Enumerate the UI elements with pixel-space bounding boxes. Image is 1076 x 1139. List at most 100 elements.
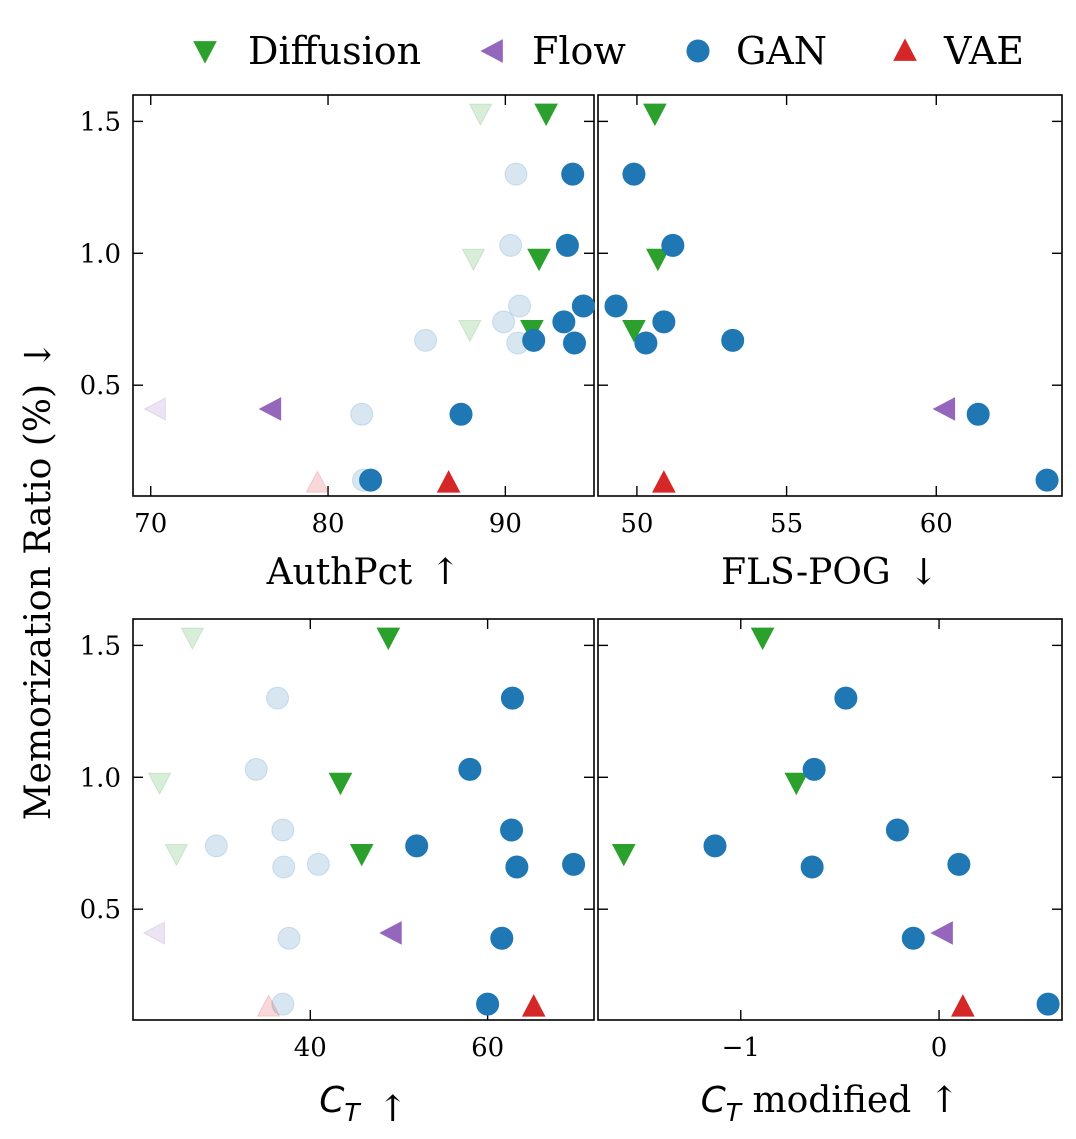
point-faded-gan bbox=[350, 402, 374, 426]
point-gan bbox=[703, 834, 727, 858]
point-faded-gan bbox=[271, 992, 295, 1016]
point-faded-gan bbox=[499, 233, 523, 257]
point-gan bbox=[405, 834, 429, 858]
point-faded-gan bbox=[244, 757, 268, 781]
point-gan bbox=[661, 233, 685, 257]
plot-frame bbox=[132, 618, 595, 1021]
plot-frame bbox=[597, 618, 1063, 1021]
point-faded-gan bbox=[414, 328, 438, 352]
point-faded-gan bbox=[266, 686, 290, 710]
x-tick-label: 55 bbox=[770, 509, 803, 539]
point-vae bbox=[521, 994, 546, 1017]
point-gan bbox=[490, 926, 514, 950]
legend-item-flow: Flow bbox=[480, 29, 626, 73]
legend-label: Flow bbox=[532, 29, 626, 73]
point-faded-diffusion bbox=[458, 319, 482, 343]
x-axis-label: AuthPct ↑ bbox=[266, 552, 461, 593]
point-gan bbox=[800, 855, 824, 879]
point-gan bbox=[555, 233, 579, 257]
point-gan bbox=[552, 310, 576, 334]
x-tick-label: 80 bbox=[311, 509, 344, 539]
legend-label: VAE bbox=[943, 29, 1024, 73]
point-gan bbox=[634, 331, 658, 355]
point-faded-gan bbox=[204, 834, 228, 858]
point-gan bbox=[562, 331, 586, 355]
point-gan bbox=[561, 162, 585, 186]
y-tick-label: 0.5 bbox=[80, 895, 121, 925]
x-tick-label: 70 bbox=[134, 509, 167, 539]
point-gan bbox=[652, 310, 676, 334]
legend-label: Diffusion bbox=[248, 29, 421, 73]
x-tick-label: 0 bbox=[931, 1033, 948, 1063]
point-vae bbox=[436, 470, 461, 493]
point-faded-flow bbox=[143, 397, 166, 421]
point-faded-flow bbox=[142, 921, 166, 945]
x-tick-label: 50 bbox=[620, 509, 653, 539]
point-vae bbox=[652, 470, 676, 493]
x-tick-label: 90 bbox=[489, 509, 522, 539]
x-tick-label: −1 bbox=[722, 1033, 760, 1063]
point-flow bbox=[379, 921, 402, 945]
point-flow bbox=[258, 397, 282, 421]
legend-marker-diffusion bbox=[193, 41, 217, 64]
point-gan bbox=[901, 926, 925, 950]
point-faded-diffusion bbox=[147, 772, 172, 796]
legend-item-gan: GAN bbox=[686, 29, 827, 73]
point-gan bbox=[947, 852, 971, 876]
panels: 70 80 90 0.5 1.0 1.5 AuthPct ↑ 50 55 60 FLS-POG ↓ 40 6… bbox=[80, 94, 1063, 1130]
point-diffusion bbox=[349, 843, 374, 867]
point-gan bbox=[802, 757, 826, 781]
point-gan bbox=[458, 757, 482, 781]
point-diffusion bbox=[527, 248, 551, 272]
point-flow bbox=[930, 921, 953, 945]
panel-2: 50 55 60 FLS-POG ↓ bbox=[597, 94, 1063, 593]
point-vae bbox=[951, 994, 975, 1017]
point-faded-vae bbox=[256, 994, 281, 1017]
point-flow bbox=[932, 397, 956, 421]
point-gan bbox=[476, 992, 500, 1016]
legend-item-diffusion: Diffusion bbox=[193, 29, 421, 73]
y-tick-label: 1.5 bbox=[80, 631, 121, 661]
point-faded-gan bbox=[271, 818, 295, 842]
plot-frame bbox=[132, 94, 595, 497]
point-gan bbox=[966, 402, 990, 426]
point-diffusion bbox=[643, 103, 667, 127]
point-gan bbox=[500, 686, 524, 710]
point-gan bbox=[721, 328, 745, 352]
point-gan bbox=[522, 328, 546, 352]
point-diffusion bbox=[611, 843, 636, 867]
plot-frame bbox=[597, 94, 1063, 497]
point-faded-gan bbox=[508, 294, 532, 318]
y-tick-label: 1.5 bbox=[80, 107, 121, 137]
point-gan bbox=[500, 818, 524, 842]
point-gan bbox=[505, 855, 529, 879]
panel-3: 40 60 0.5 1.0 1.5 CT ↑ bbox=[80, 618, 595, 1130]
point-gan bbox=[1036, 992, 1060, 1016]
point-faded-diffusion bbox=[468, 103, 493, 127]
x-tick-label: 60 bbox=[920, 509, 953, 539]
y-axis-arrow: ↓ bbox=[18, 340, 59, 370]
point-gan bbox=[359, 468, 383, 492]
point-diffusion bbox=[376, 627, 401, 651]
point-gan bbox=[562, 852, 586, 876]
y-tick-label: 1.0 bbox=[80, 763, 121, 793]
x-axis-label: FLS-POG ↓ bbox=[721, 552, 939, 593]
panel-4: −1 0 CT modified ↑ bbox=[597, 618, 1063, 1127]
point-faded-diffusion bbox=[164, 843, 189, 867]
point-diffusion bbox=[750, 627, 775, 651]
point-faded-gan bbox=[306, 852, 330, 876]
point-gan bbox=[622, 162, 646, 186]
point-diffusion bbox=[328, 772, 353, 796]
y-tick-label: 1.0 bbox=[80, 239, 121, 269]
point-gan bbox=[449, 402, 473, 426]
point-faded-diffusion bbox=[461, 248, 486, 272]
point-gan bbox=[604, 294, 628, 318]
legend-marker-vae bbox=[893, 38, 917, 61]
panel-1: 70 80 90 0.5 1.0 1.5 AuthPct ↑ bbox=[80, 94, 595, 593]
legend-marker-flow bbox=[480, 39, 503, 63]
x-axis-label: CT ↑ bbox=[319, 1080, 408, 1130]
legend-label: GAN bbox=[736, 29, 827, 73]
point-diffusion bbox=[784, 772, 809, 796]
point-faded-gan bbox=[504, 162, 528, 186]
